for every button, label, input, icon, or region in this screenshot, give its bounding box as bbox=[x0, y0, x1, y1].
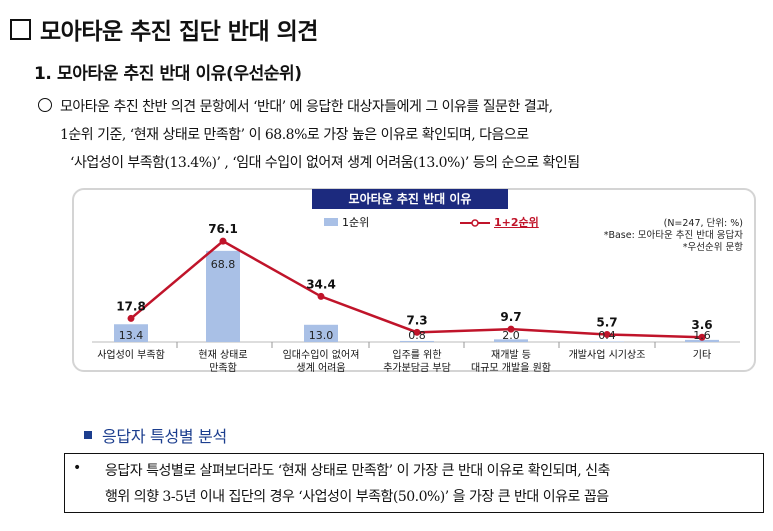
chart-note-1: (N=247, 단위: %) bbox=[663, 218, 743, 229]
paragraph-line-3: ‘사업성이 부족함(13.4%)’ , ‘임대 수입이 없어져 생계 어려움(1… bbox=[70, 155, 580, 171]
legend-item-2: 1+2순위 bbox=[460, 214, 539, 230]
line-point bbox=[127, 314, 135, 322]
line-point bbox=[507, 325, 515, 333]
category-label-line: 임대수입이 없어져 bbox=[282, 350, 360, 361]
page-title-text: 모아타운 추진 집단 반대 의견 bbox=[40, 19, 318, 45]
legend-item-1: 1순위 bbox=[324, 214, 369, 230]
category-label-line: 개발사업 시기상조 bbox=[568, 350, 646, 361]
legend-bar-swatch bbox=[324, 218, 338, 226]
line-value-label: 9.7 bbox=[500, 310, 521, 324]
legend-label-1: 1순위 bbox=[342, 216, 370, 229]
paragraph-line-2: 1순위 기준, ‘현재 상태로 만족함’ 이 68.8%로 가장 높은 이유로 … bbox=[60, 127, 529, 143]
analysis-box bbox=[64, 453, 764, 513]
bar-1st-priority bbox=[114, 324, 148, 342]
category-label-line: 기타 bbox=[692, 350, 712, 361]
line-value-label: 7.3 bbox=[406, 313, 427, 327]
analysis-line-1: 응답자 특성별로 살펴보더라도 ‘현재 상태로 만족함’ 이 가장 큰 반대 이… bbox=[105, 463, 610, 479]
paragraph-line-1: 모아타운 추진 찬반 의견 문항에서 ‘반대’ 에 응답한 대상자들에게 그 이… bbox=[38, 96, 553, 116]
line-point bbox=[603, 330, 611, 338]
bar-1st-priority bbox=[400, 340, 434, 342]
line-point bbox=[413, 328, 421, 336]
legend-label-2: 1+2순위 bbox=[494, 216, 539, 229]
category-label: 사업성이 부족함 bbox=[76, 349, 186, 362]
category-label-line: 생계 어려움 bbox=[296, 363, 346, 374]
line-point bbox=[219, 237, 227, 245]
analysis-line-2: 행위 의향 3-5년 이내 집단의 경우 ‘사업성이 부족함(50.0%)’ 을… bbox=[105, 489, 609, 505]
category-label-line: 현재 상태로 bbox=[198, 350, 248, 361]
bar-value-label: 0.4 bbox=[598, 329, 616, 342]
category-label-line: 추가분담금 부담 bbox=[383, 363, 451, 374]
analysis-section-title-text: 응답자 특성별 분석 bbox=[102, 427, 227, 446]
category-label-line: 재개발 등 bbox=[491, 350, 531, 361]
line-value-label: 34.4 bbox=[306, 277, 336, 291]
line-point bbox=[317, 292, 325, 300]
paragraph-text: 모아타운 추진 찬반 의견 문항에서 ‘반대’ 에 응답한 대상자들에게 그 이… bbox=[60, 99, 553, 115]
bar-value-label: 0.8 bbox=[408, 329, 426, 342]
chart-title: 모아타운 추진 반대 이유 bbox=[312, 189, 508, 209]
square-bullet-icon bbox=[84, 431, 92, 439]
line-value-label: 17.8 bbox=[116, 299, 146, 313]
category-label-line: 만족함 bbox=[209, 363, 237, 374]
category-label-line: 입주를 위한 bbox=[392, 350, 442, 361]
bar-value-label: 13.0 bbox=[309, 329, 334, 342]
chart-note-3: *우선순위 문항 bbox=[682, 242, 743, 253]
bar-value-label: 1.6 bbox=[693, 329, 711, 342]
bar-value-label: 68.8 bbox=[211, 258, 236, 271]
page-title: 모아타운 추진 집단 반대 의견 bbox=[10, 12, 318, 46]
bar-1st-priority bbox=[685, 339, 719, 342]
category-label-line: 대규모 개발을 원함 bbox=[471, 363, 551, 374]
category-label: 기타 bbox=[647, 349, 757, 362]
line-point bbox=[698, 333, 706, 341]
bar-1st-priority bbox=[494, 339, 528, 342]
analysis-section-title: 응답자 특성별 분석 bbox=[84, 423, 227, 447]
checkbox-square-icon bbox=[10, 19, 31, 40]
category-label: 개발사업 시기상조 bbox=[552, 349, 662, 362]
bar-value-label: 2.0 bbox=[502, 329, 520, 342]
circle-bullet-icon bbox=[38, 98, 52, 112]
bar-value-label: 13.4 bbox=[119, 329, 144, 342]
bullet-dot-icon: • bbox=[73, 460, 82, 476]
section-subtitle: 1. 모아타운 추진 반대 이유(우선순위) bbox=[34, 64, 302, 84]
bar-1st-priority bbox=[304, 324, 338, 342]
line-value-label: 3.6 bbox=[691, 318, 712, 332]
line-value-label: 76.1 bbox=[208, 222, 238, 236]
chart-note-2: *Base: 모아타운 추진 반대 응답자 bbox=[603, 230, 743, 241]
category-label-line: 사업성이 부족함 bbox=[97, 350, 165, 361]
bar-1st-priority bbox=[590, 341, 624, 342]
legend-line-marker-icon bbox=[460, 219, 490, 227]
bar-1st-priority bbox=[206, 250, 240, 342]
line-value-label: 5.7 bbox=[596, 315, 617, 329]
